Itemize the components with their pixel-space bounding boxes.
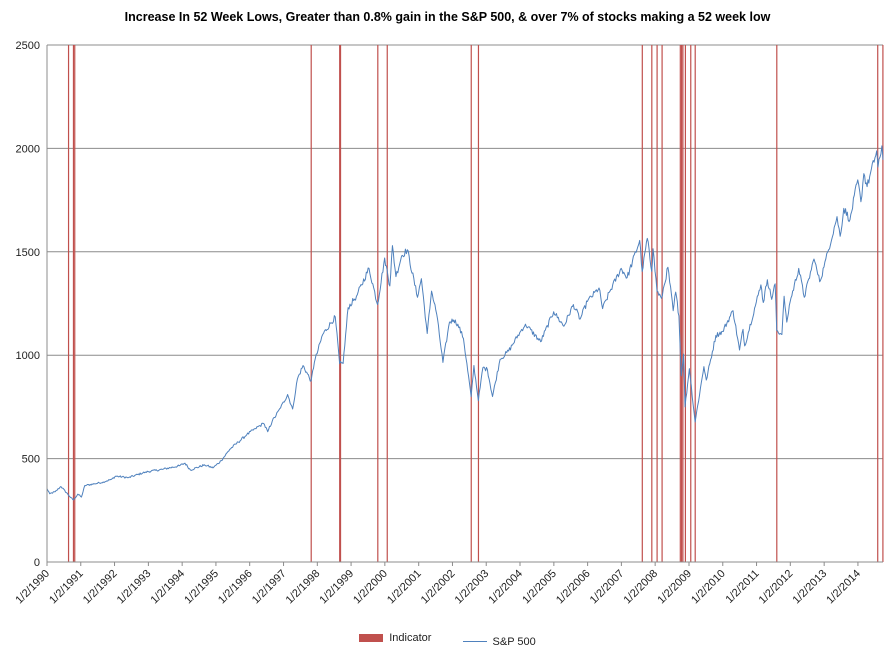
x-tick-label-4: 1/2/1994: [149, 568, 188, 607]
x-tick-label-15: 1/2/2005: [520, 568, 559, 607]
y-tick-label-2000: 2000: [16, 143, 40, 155]
x-tick-label-11: 1/2/2001: [385, 568, 424, 607]
axes: [46, 45, 883, 566]
legend-label-indicator: Indicator: [389, 632, 432, 644]
legend-item-indicator: Indicator: [359, 632, 431, 644]
x-tick-label-21: 1/2/2011: [723, 568, 761, 606]
y-tick-labels: 0 500 1000 1500 2000 2500: [16, 40, 40, 569]
y-tick-label-2500: 2500: [16, 40, 40, 52]
x-tick-label-19: 1/2/2009: [655, 568, 694, 607]
x-tick-label-24: 1/2/2014: [824, 568, 863, 607]
legend-item-sp500: S&P 500: [462, 635, 536, 648]
chart-title: Increase In 52 Week Lows, Greater than 0…: [124, 10, 771, 24]
x-tick-label-23: 1/2/2013: [791, 568, 830, 607]
x-tick-label-13: 1/2/2003: [453, 568, 492, 607]
gridlines: [47, 44, 884, 562]
x-tick-label-22: 1/2/2012: [757, 568, 796, 607]
x-tick-label-20: 1/2/2010: [689, 568, 728, 607]
x-tick-label-0: 1/2/1990: [13, 568, 52, 607]
series-layer: [46, 145, 884, 501]
x-tick-label-17: 1/2/2007: [588, 568, 627, 607]
legend: Indicator S&P 500: [0, 632, 895, 648]
legend-swatch-sp500: [462, 641, 487, 642]
x-tick-label-14: 1/2/2004: [486, 568, 525, 607]
legend-swatch-indicator: [359, 634, 384, 642]
y-tick-label-500: 500: [22, 454, 40, 466]
y-tick-label-1000: 1000: [16, 350, 40, 362]
x-tick-label-16: 1/2/2006: [554, 568, 593, 607]
x-tick-label-1: 1/2/1991: [47, 568, 86, 607]
x-tick-label-2: 1/2/1992: [81, 568, 120, 607]
x-tick-label-8: 1/2/1998: [284, 568, 323, 607]
x-tick-label-3: 1/2/1993: [115, 568, 154, 607]
indicator-lines: [67, 45, 884, 562]
x-tick-label-12: 1/2/2002: [419, 568, 458, 607]
series-line-sp500: [46, 145, 884, 501]
x-tick-label-9: 1/2/1999: [317, 568, 356, 607]
y-tick-label-0: 0: [34, 557, 40, 569]
x-tick-label-7: 1/2/1997: [250, 568, 289, 607]
x-tick-label-6: 1/2/1996: [216, 568, 255, 607]
legend-label-sp500: S&P 500: [492, 635, 536, 648]
x-tick-label-10: 1/2/2000: [351, 568, 390, 607]
x-tick-label-5: 1/2/1995: [182, 568, 221, 607]
y-tick-label-1500: 1500: [16, 247, 40, 259]
x-tick-labels: 1/2/19901/2/19911/2/19921/2/19931/2/1994…: [13, 568, 863, 607]
x-tick-label-18: 1/2/2008: [622, 568, 661, 607]
